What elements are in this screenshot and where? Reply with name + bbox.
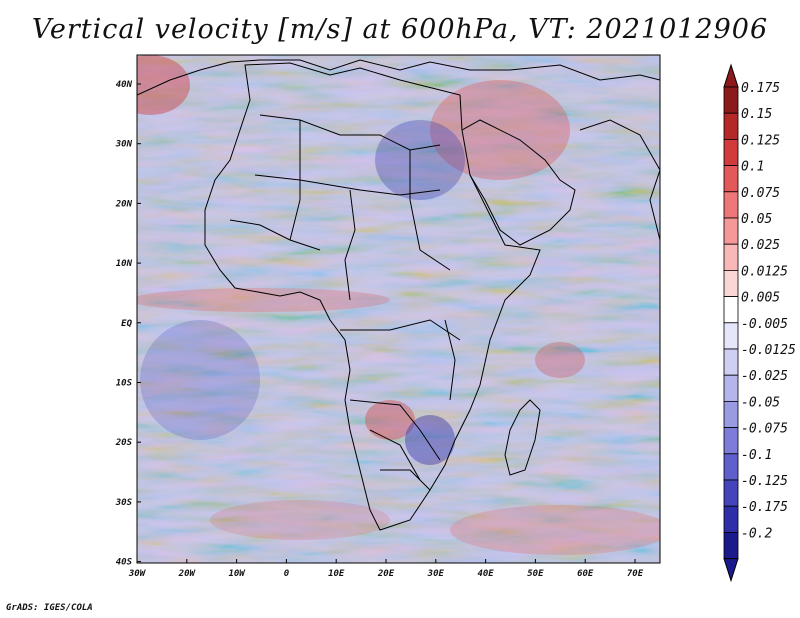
lon-tick-label: 70E	[627, 569, 644, 579]
colorbar-label: 0.005	[741, 291, 780, 306]
map-title: Vertical velocity [m/s] at 600hPa, VT: 2…	[31, 14, 769, 45]
lat-tick-label: 30S	[115, 498, 133, 508]
africa-coastline	[204, 62, 541, 531]
lon-tick-label: 40E	[477, 569, 494, 579]
velocity-field	[137, 55, 660, 563]
colorbar-top-arrow	[723, 63, 739, 88]
lat-axis: 40N 30N 20N 10N EQ 10S 20S 30S 40S	[115, 80, 141, 568]
colorbar-swatch	[723, 453, 739, 481]
lon-tick-label: 0	[284, 569, 290, 579]
india-outline	[579, 119, 660, 241]
colorbar-swatch	[723, 505, 739, 533]
arabia-outline	[461, 119, 576, 246]
lon-tick-label: 50E	[527, 569, 544, 579]
colorbar-label: -0.025	[741, 369, 788, 384]
colorbar-swatch	[723, 348, 739, 376]
colorbar-label: 0.075	[741, 186, 780, 201]
colorbar: 0.175 0.15 0.125 0.1 0.075 0.05 0.025 0.0125 0.0…	[723, 63, 796, 583]
colorbar-label: 0.125	[741, 133, 780, 148]
lat-tick-label: 40S	[116, 558, 133, 568]
colorbar-swatch	[723, 112, 739, 140]
colorbar-label: -0.2	[741, 526, 772, 541]
europe-coastline	[137, 59, 660, 96]
colorbar-swatch	[723, 217, 739, 245]
lon-tick-label: 20W	[178, 569, 197, 579]
colorbar-label: -0.005	[741, 317, 788, 332]
lon-tick-label: 60E	[577, 569, 594, 579]
colorbar-swatch	[723, 479, 739, 507]
colorbar-bottom-arrow	[723, 558, 739, 583]
colorbar-label: -0.0125	[741, 343, 796, 358]
lon-tick-label: 30E	[427, 569, 445, 579]
colorbar-label: -0.1	[741, 448, 772, 463]
colorbar-label: -0.05	[741, 395, 780, 410]
coastlines	[137, 59, 660, 531]
colorbar-swatch	[723, 322, 739, 350]
lat-tick-label: 40N	[116, 80, 133, 90]
lon-tick-label: 10W	[228, 569, 246, 579]
lon-axis: 30W 20W 10W 0 10E 20E 30E 40E 50E 60E 70E	[128, 559, 644, 579]
colorbar-swatch	[723, 165, 739, 193]
colorbar-label: 0.175	[741, 81, 780, 96]
colorbar-label: 0.15	[741, 107, 772, 122]
colorbar-swatch	[723, 138, 739, 166]
colorbar-label: 0.025	[741, 238, 780, 253]
credit-text: GrADS: IGES/COLA	[6, 603, 93, 613]
lon-tick-label: 10E	[328, 569, 345, 579]
colorbar-swatch	[723, 269, 739, 297]
colorbar-label: 0.1	[741, 160, 764, 175]
lat-tick-label: 20S	[115, 438, 133, 448]
lat-tick-label: 10N	[116, 259, 133, 269]
lat-tick-label: EQ	[121, 319, 132, 329]
colorbar-label: 0.05	[741, 212, 772, 227]
colorbar-label: 0.0125	[741, 264, 788, 279]
plot-frame	[136, 54, 661, 564]
colorbar-swatch	[723, 296, 739, 324]
lat-tick-label: 20N	[115, 199, 133, 209]
lat-tick-label: 10S	[116, 379, 133, 389]
colorbar-swatch	[723, 243, 739, 271]
colorbar-label: -0.175	[741, 500, 788, 515]
colorbar-swatch	[723, 427, 739, 455]
madagascar-outline	[504, 399, 541, 476]
colorbar-swatch	[723, 532, 739, 560]
colorbar-swatch	[723, 400, 739, 428]
colorbar-label: -0.125	[741, 474, 788, 489]
colorbar-swatch	[723, 86, 739, 114]
lat-tick-label: 30N	[115, 140, 133, 150]
colorbar-label: -0.075	[741, 422, 788, 437]
lon-tick-label: 20E	[377, 569, 395, 579]
colorbar-swatch	[723, 191, 739, 219]
lon-tick-label: 30W	[128, 569, 147, 579]
colorbar-swatch	[723, 374, 739, 402]
